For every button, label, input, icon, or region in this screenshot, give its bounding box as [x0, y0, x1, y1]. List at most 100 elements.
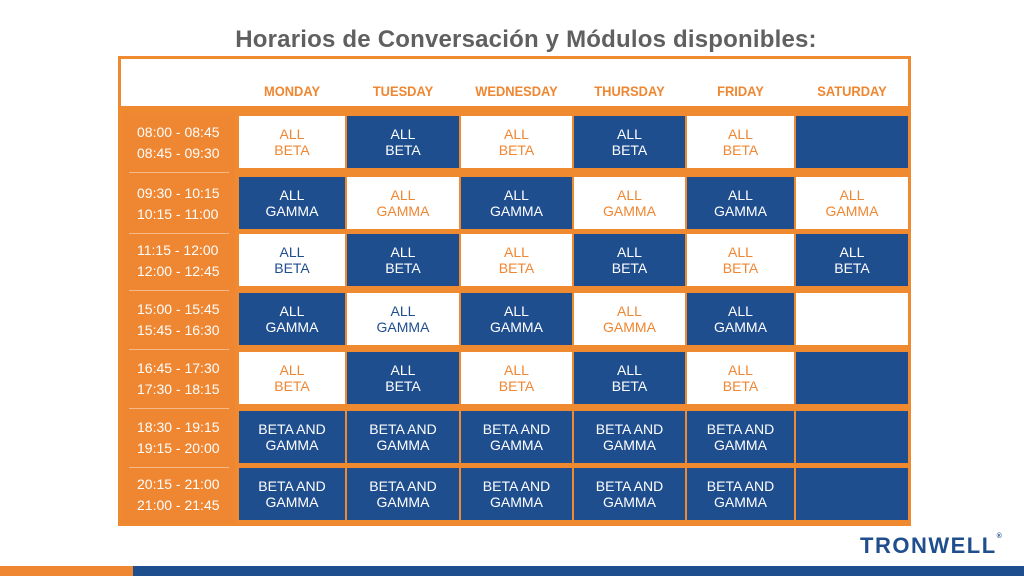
- cell-line-2: GAMMA: [265, 494, 319, 510]
- day-header-thursday: THURSDAY: [594, 83, 665, 99]
- schedule-cell: BETA AND GAMMA: [239, 411, 345, 463]
- day-header-wednesday: WEDNESDAY: [475, 83, 558, 99]
- schedule-cell: ALL BETA: [347, 116, 459, 168]
- time-divider: [129, 290, 229, 291]
- day-header-tuesday: TUESDAY: [372, 83, 434, 99]
- schedule-cell: BETA AND GAMMA: [687, 411, 794, 463]
- time-range: 17:30 - 18:15: [137, 381, 220, 397]
- cell-line-2: GAMMA: [714, 494, 767, 510]
- time-slot: 08:00 - 08:45 08:45 - 09:30: [121, 116, 235, 168]
- cell-line-1: BETA AND: [482, 421, 551, 437]
- schedule-cell: BETA AND GAMMA: [347, 411, 459, 463]
- schedule-cell: ALL BETA: [347, 234, 459, 286]
- time-range: 09:30 - 10:15: [137, 185, 220, 201]
- time-divider: [129, 408, 229, 409]
- time-column: 08:00 - 08:45 08:45 - 09:30 09:30 - 10:15 1…: [121, 113, 235, 523]
- schedule-cell: BETA AND GAMMA: [574, 411, 685, 463]
- cell-line-2: BETA: [385, 260, 421, 276]
- cell-line-1: BETA AND: [258, 421, 326, 437]
- cell-line-2: GAMMA: [265, 203, 319, 219]
- cell-line-1: ALL: [617, 187, 642, 203]
- cell-line-1: BETA AND: [369, 421, 437, 437]
- schedule-cell: [796, 116, 908, 168]
- schedule-cell: ALL GAMMA: [796, 177, 908, 229]
- cell-line-1: BETA AND: [258, 478, 326, 494]
- cell-line-1: ALL: [504, 244, 529, 260]
- cell-line-2: GAMMA: [603, 437, 656, 453]
- schedule-cell: ALL BETA: [574, 352, 685, 404]
- schedule-cell: ALL GAMMA: [239, 177, 345, 229]
- cell-line-2: BETA: [385, 142, 421, 158]
- cell-line-2: GAMMA: [265, 437, 319, 453]
- cell-line-1: ALL: [390, 126, 416, 142]
- cell-line-1: ALL: [617, 362, 642, 378]
- tronwell-logo: TRONWELL®: [860, 533, 1002, 558]
- time-divider: [129, 467, 229, 468]
- schedule-cell: ALL BETA: [461, 234, 572, 286]
- day-header-saturday: SATURDAY: [817, 83, 887, 99]
- schedule-cell: ALL GAMMA: [347, 177, 459, 229]
- schedule-cell: ALL BETA: [796, 234, 908, 286]
- cell-line-2: GAMMA: [714, 203, 767, 219]
- cell-line-1: ALL: [390, 362, 416, 378]
- cell-line-2: BETA: [611, 378, 648, 394]
- schedule-cell: ALL BETA: [347, 352, 459, 404]
- cell-line-1: ALL: [504, 187, 529, 203]
- cell-line-2: GAMMA: [825, 203, 879, 219]
- time-range: 08:45 - 09:30: [137, 145, 220, 161]
- cell-line-2: BETA: [611, 142, 648, 158]
- schedule-cell: ALL GAMMA: [574, 177, 685, 229]
- time-divider: [129, 172, 229, 173]
- cell-line-2: GAMMA: [603, 494, 656, 510]
- schedule-cell: ALL BETA: [687, 116, 794, 168]
- time-range: 10:15 - 11:00: [137, 206, 219, 222]
- schedule-cell: ALL GAMMA: [687, 177, 794, 229]
- cell-line-1: ALL: [279, 244, 305, 260]
- cell-line-2: GAMMA: [603, 319, 656, 335]
- schedule-cell: ALL BETA: [461, 352, 572, 404]
- cell-line-2: BETA: [722, 260, 759, 276]
- cell-line-1: ALL: [728, 126, 753, 142]
- schedule-cell: ALL GAMMA: [239, 293, 345, 345]
- cell-line-2: GAMMA: [714, 319, 767, 335]
- schedule-cell: ALL BETA: [239, 352, 345, 404]
- schedule-cell: [796, 468, 908, 520]
- cell-line-2: BETA: [274, 378, 310, 394]
- schedule-cell: [796, 293, 908, 345]
- cell-line-2: GAMMA: [265, 319, 319, 335]
- time-range: 19:15 - 20:00: [137, 440, 220, 456]
- time-divider: [129, 233, 229, 234]
- cell-line-1: BETA AND: [369, 478, 437, 494]
- time-range: 11:15 - 12:00: [137, 242, 219, 258]
- time-slot: 18:30 - 19:15 19:15 - 20:00: [121, 411, 235, 463]
- cell-line-2: GAMMA: [376, 437, 430, 453]
- schedule-cell: BETA AND GAMMA: [239, 468, 345, 520]
- schedule-cell: ALL BETA: [461, 116, 572, 168]
- cell-line-1: ALL: [390, 187, 416, 203]
- schedule-cell: BETA AND GAMMA: [461, 411, 572, 463]
- cell-line-1: ALL: [728, 303, 753, 319]
- schedule-cell: [796, 411, 908, 463]
- cell-line-1: BETA AND: [595, 478, 664, 494]
- cell-line-1: ALL: [617, 303, 642, 319]
- cell-line-1: ALL: [279, 187, 305, 203]
- cell-line-2: BETA: [498, 260, 535, 276]
- cell-line-1: ALL: [504, 303, 529, 319]
- cell-line-1: ALL: [617, 126, 642, 142]
- cell-line-1: ALL: [390, 303, 416, 319]
- cell-line-2: BETA: [498, 142, 535, 158]
- cell-line-1: BETA AND: [482, 478, 551, 494]
- cell-line-1: ALL: [390, 244, 416, 260]
- cell-line-2: GAMMA: [603, 203, 656, 219]
- time-range: 12:00 - 12:45: [137, 263, 220, 279]
- time-range: 08:00 - 08:45: [137, 124, 220, 140]
- day-header-row: [121, 59, 908, 106]
- day-header-friday: FRIDAY: [717, 83, 764, 99]
- schedule-cell: ALL BETA: [239, 116, 345, 168]
- schedule-cell: ALL GAMMA: [347, 293, 459, 345]
- time-slot: 15:00 - 15:45 15:45 - 16:30: [121, 293, 235, 345]
- time-slot: 20:15 - 21:00 21:00 - 21:45: [121, 468, 235, 520]
- schedule-cell: ALL BETA: [574, 116, 685, 168]
- schedule-cell: BETA AND GAMMA: [574, 468, 685, 520]
- schedule-cell: ALL BETA: [687, 352, 794, 404]
